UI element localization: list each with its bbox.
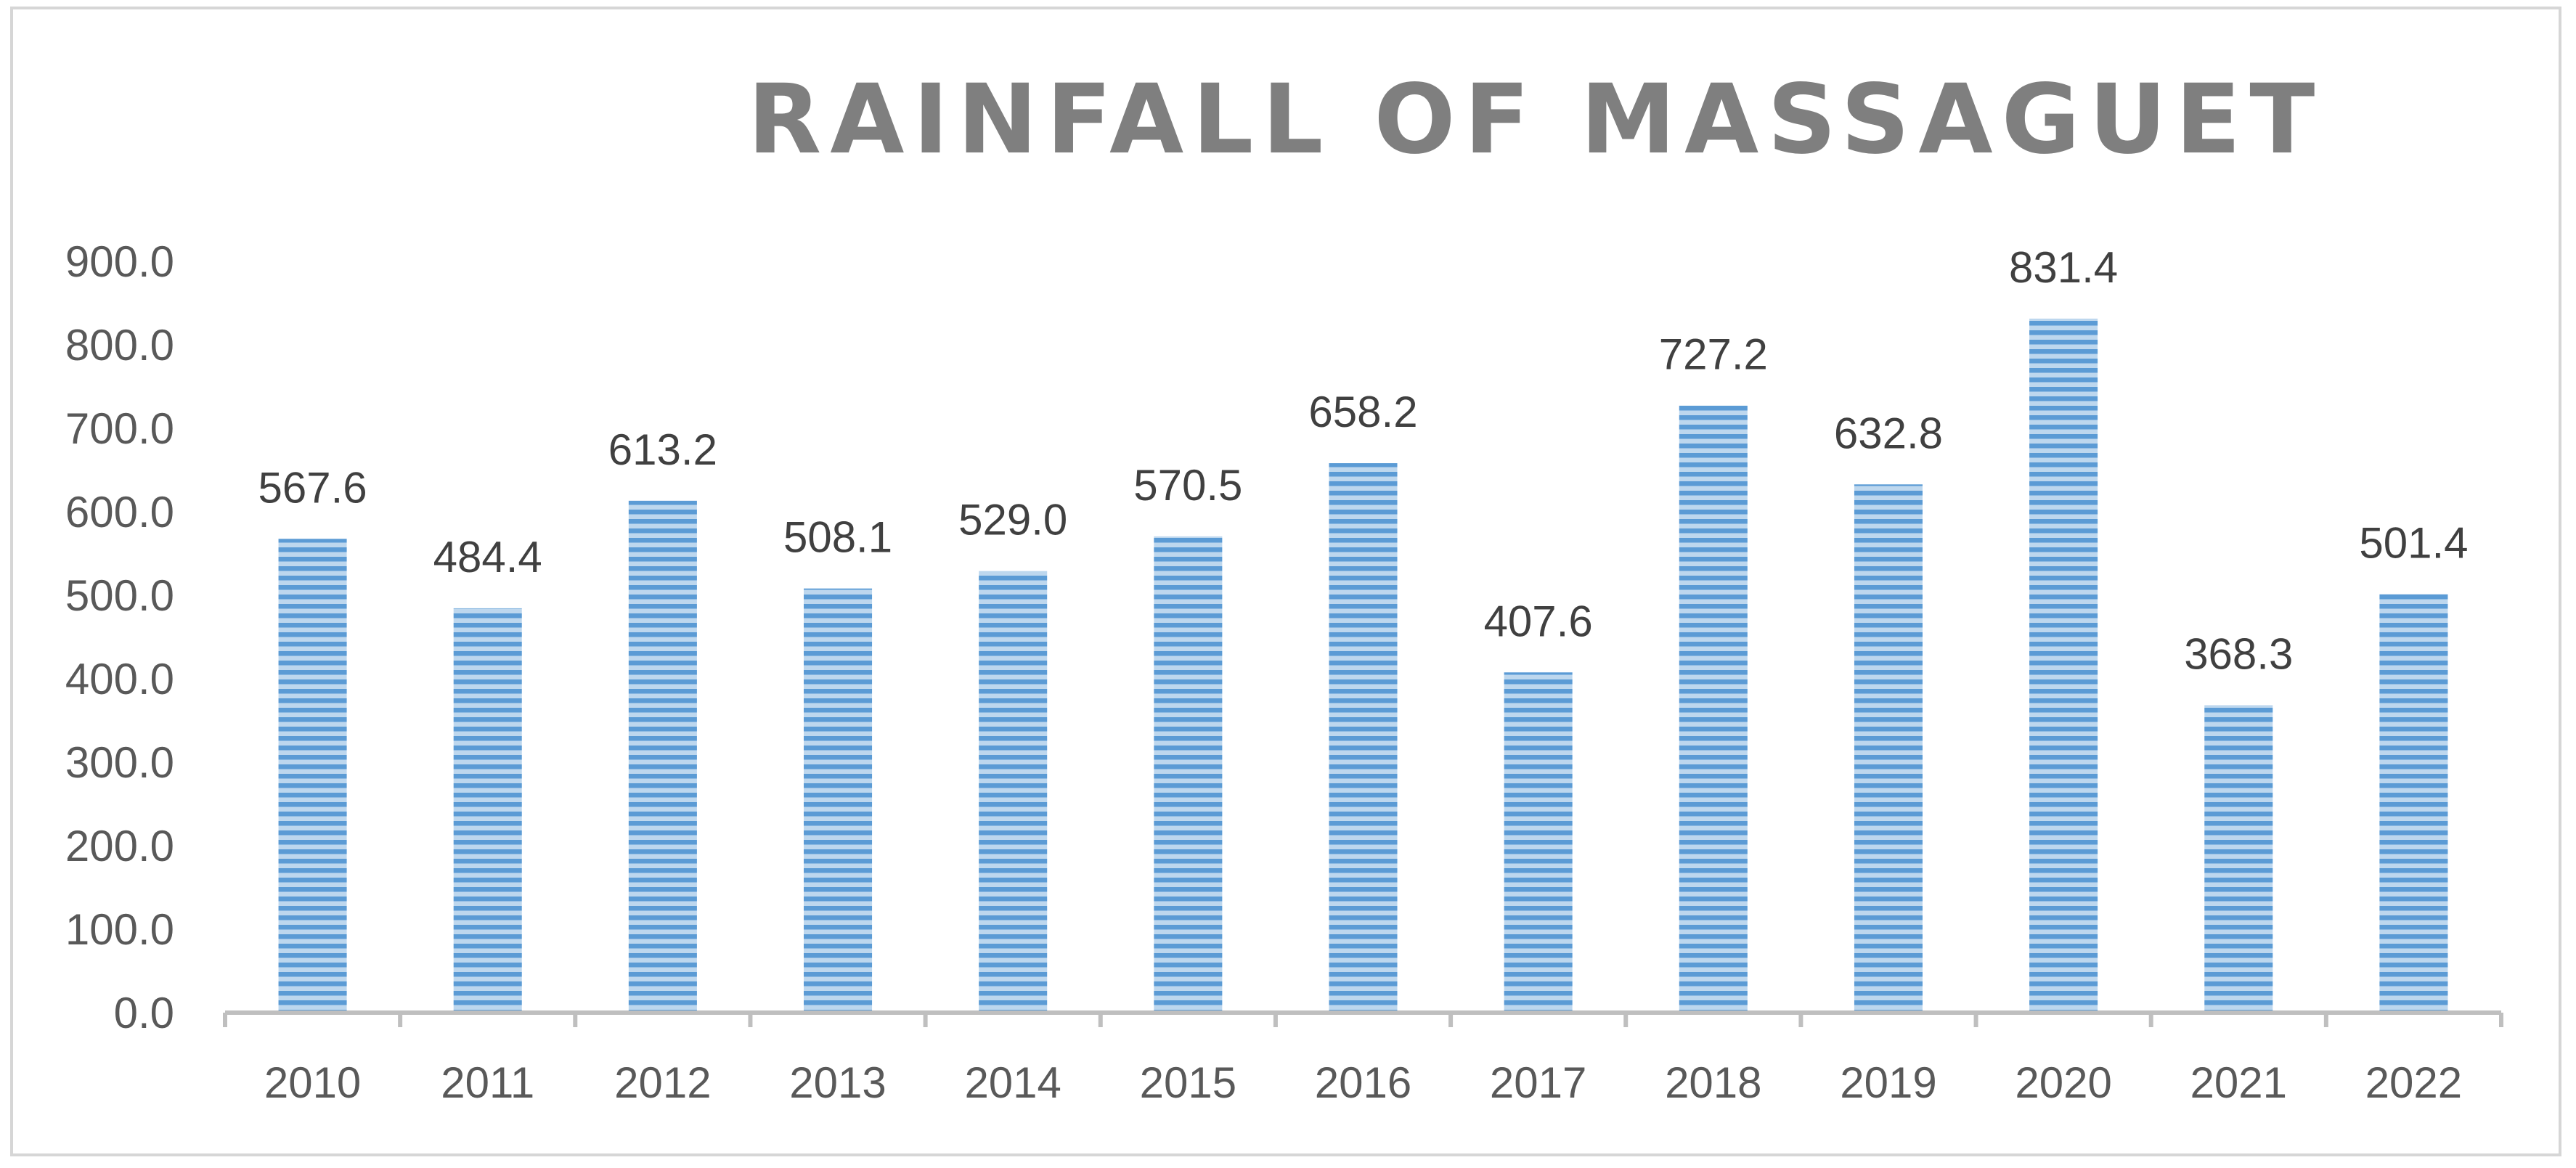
bar-2015 [1154,536,1223,1013]
data-label-2013: 508.1 [783,513,892,562]
x-tick-label: 2021 [2190,1058,2287,1107]
chart-frame [10,7,2561,1156]
y-tick-label: 800.0 [65,321,174,369]
bar-2020 [2029,318,2098,1013]
y-tick-label: 700.0 [65,404,174,453]
y-tick-label: 900.0 [65,237,174,286]
data-label-2019: 632.8 [1834,409,1943,457]
x-tick-label: 2016 [1315,1058,1411,1107]
data-labels: 567.6 484.4 613.2 508.1 529.0 570.5 658.2 407.6… [258,243,2468,679]
data-label-2011: 484.4 [433,533,542,581]
bar-2022 [2379,594,2448,1013]
x-tick-label: 2015 [1140,1058,1236,1107]
bar-2016 [1329,463,1398,1013]
chart-title: RAINFALL OF MASSAGUET [748,64,2324,176]
bar-2021 [2204,705,2273,1013]
x-tick-label: 2017 [1490,1058,1586,1107]
data-label-2021: 368.3 [2184,629,2293,678]
bars [278,318,2448,1013]
x-tick-label: 2019 [1840,1058,1936,1107]
x-tick-label: 2022 [2365,1058,2462,1107]
x-tick-label: 2011 [441,1058,534,1107]
bar-2014 [979,571,1048,1013]
x-tick-label: 2010 [264,1058,361,1107]
data-label-2014: 529.0 [958,496,1067,544]
y-tick-label: 500.0 [65,571,174,620]
y-tick-label: 0.0 [114,989,174,1037]
data-label-2015: 570.5 [1133,461,1242,510]
y-tick-label: 600.0 [65,488,174,536]
data-label-2017: 407.6 [1484,597,1593,645]
x-tick-label: 2018 [1665,1058,1761,1107]
data-label-2018: 727.2 [1659,330,1768,379]
bar-2010 [278,539,347,1013]
bar-2017 [1504,672,1573,1013]
y-tick-label: 300.0 [65,738,174,787]
bar-2011 [453,608,522,1013]
x-tick-label: 2012 [614,1058,711,1107]
y-tick-label: 100.0 [65,905,174,954]
x-tick-label: 2013 [789,1058,886,1107]
y-tick-label: 200.0 [65,822,174,870]
data-label-2020: 831.4 [2009,243,2118,292]
bar-2019 [1854,484,1923,1013]
x-tick-label: 2014 [964,1058,1061,1107]
bar-2018 [1679,405,1748,1013]
data-label-2022: 501.4 [2359,518,2468,567]
y-axis-tick-labels: 0.0 100.0 200.0 300.0 400.0 500.0 600.0 700.0 80… [65,237,174,1037]
x-axis-tick-marks [223,1013,2503,1027]
bar-2012 [628,500,697,1013]
bar-2013 [804,588,873,1013]
data-label-2012: 613.2 [608,425,717,474]
data-label-2016: 658.2 [1308,388,1417,436]
x-axis-tick-labels: 2010 2011 2012 2013 2014 2015 2016 2017 2018 2019… [264,1058,2462,1107]
data-label-2010: 567.6 [258,463,367,512]
x-tick-label: 2020 [2015,1058,2111,1107]
y-tick-label: 400.0 [65,655,174,703]
